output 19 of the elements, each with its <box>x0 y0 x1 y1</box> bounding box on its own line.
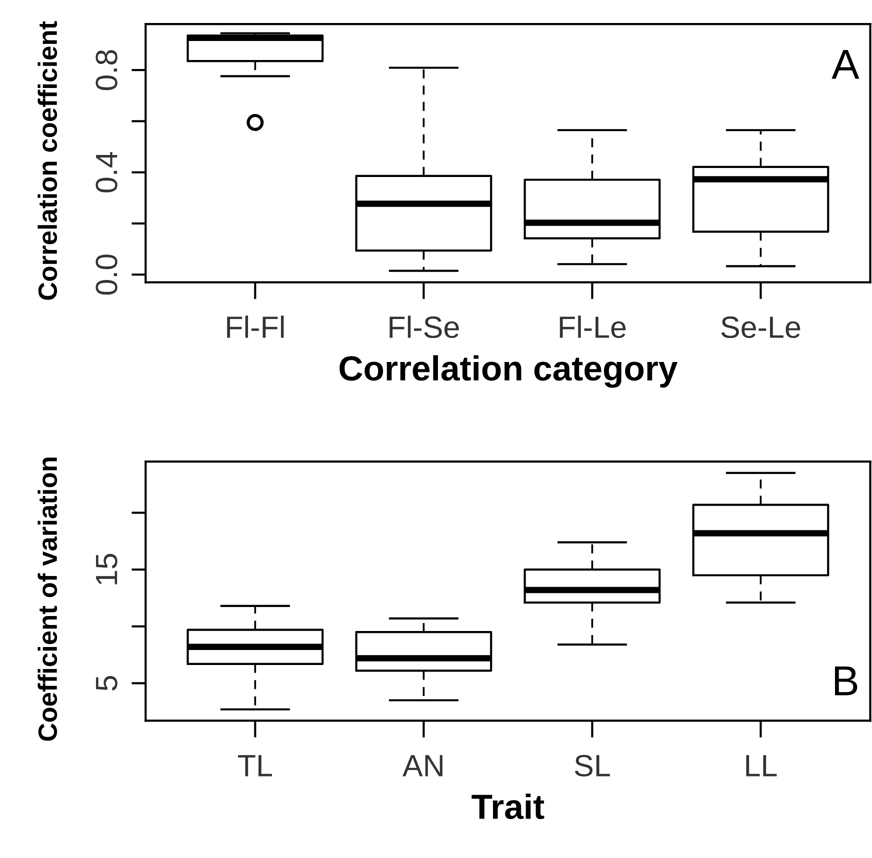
y-tick-label: 0.0 <box>96 254 118 295</box>
x-tick-label: Se-Le <box>721 316 800 338</box>
x-tick-label: LL <box>746 755 777 776</box>
x-axis-title: Trait <box>472 794 544 820</box>
x-tick-label: Fl-Le <box>560 316 626 338</box>
y-tick-label: 0.8 <box>96 50 118 90</box>
x-axis-title: Correlation category <box>340 355 678 388</box>
annotation: A <box>832 50 860 79</box>
x-tick-label: Fl-Fl <box>227 316 284 338</box>
x-tick-label: SL <box>574 754 610 776</box>
y-axis-title: Coefficient of variation <box>38 458 58 741</box>
y-tick-label: 15 <box>96 554 118 584</box>
x-tick-label: TL <box>238 755 272 776</box>
x-tick-label: AN <box>402 755 442 776</box>
y-tick-label: 0.4 <box>96 152 118 192</box>
x-tick-label: Fl-Se <box>390 316 459 338</box>
annotation: B <box>835 666 858 696</box>
y-axis-title: Correlation coefficient <box>38 21 58 300</box>
y-tick-label: 5 <box>96 676 118 690</box>
